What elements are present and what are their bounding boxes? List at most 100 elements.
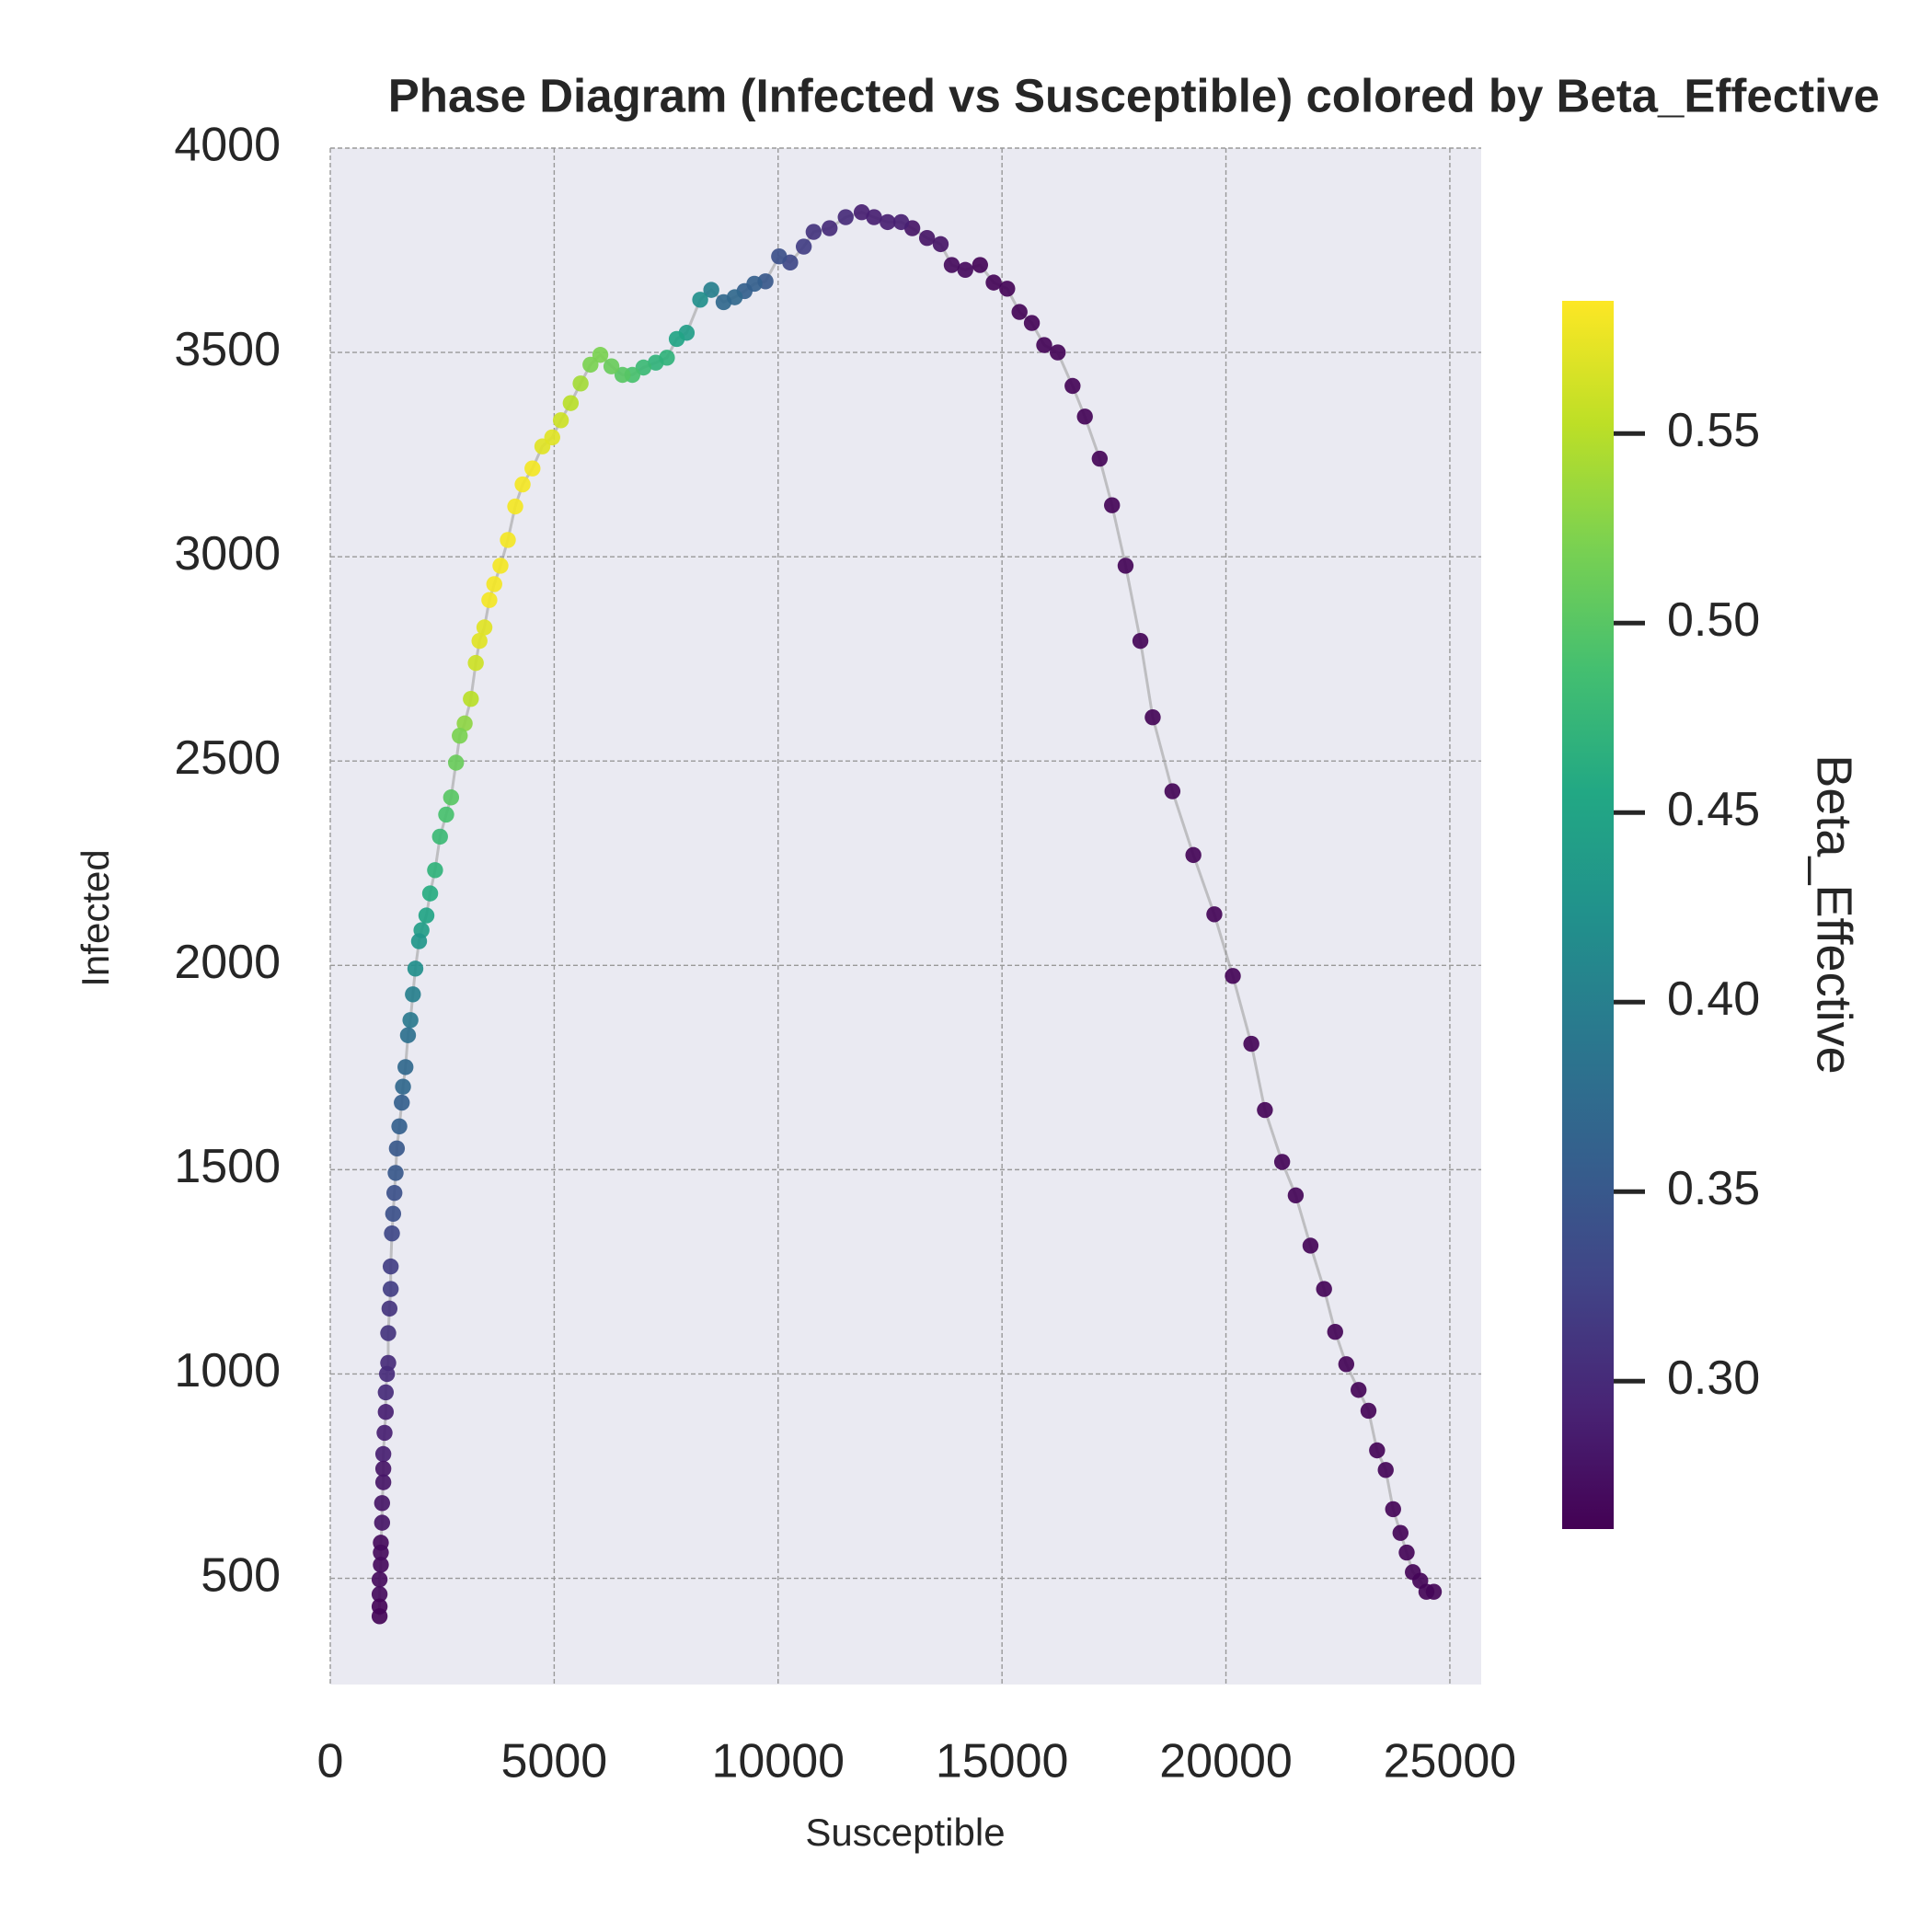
chart-title: Phase Diagram (Infected vs Susceptible) …	[388, 69, 1880, 121]
point	[402, 1012, 419, 1029]
point	[418, 907, 435, 924]
point	[1011, 304, 1028, 320]
colorbar-label: Beta_Effective	[1807, 754, 1862, 1074]
y-tick-label: 2000	[174, 936, 281, 989]
point	[463, 691, 479, 707]
point	[692, 292, 708, 308]
point	[399, 1027, 417, 1043]
point	[932, 236, 949, 253]
point	[957, 261, 973, 279]
point	[371, 1571, 388, 1588]
y-tick-label: 1000	[174, 1344, 281, 1397]
point	[1144, 708, 1161, 726]
point	[371, 1608, 388, 1625]
point	[395, 1078, 411, 1095]
point	[985, 274, 1002, 291]
x-tick-label: 15000	[936, 1735, 1069, 1788]
point	[524, 460, 541, 477]
point	[374, 1514, 391, 1531]
point	[1405, 1564, 1421, 1581]
point	[391, 1118, 408, 1134]
point	[1302, 1237, 1319, 1254]
point	[405, 986, 421, 1003]
point	[374, 1495, 391, 1512]
point	[374, 1474, 392, 1490]
point	[1243, 1035, 1259, 1052]
colorbar	[1562, 301, 1614, 1529]
point	[562, 395, 580, 411]
point	[373, 1557, 389, 1573]
point	[1104, 497, 1121, 513]
point	[703, 282, 719, 298]
point	[486, 576, 502, 592]
colorbar-tick-label: 0.50	[1667, 593, 1760, 647]
point	[614, 366, 631, 384]
point	[381, 1300, 398, 1317]
point	[1064, 377, 1081, 395]
y-tick-label: 1500	[174, 1140, 281, 1193]
point	[582, 356, 599, 374]
point	[892, 213, 910, 231]
point	[1398, 1544, 1415, 1561]
point	[1164, 783, 1181, 799]
point	[648, 354, 664, 371]
point	[1351, 1382, 1367, 1398]
x-axis-label: Susceptible	[805, 1811, 1005, 1854]
point	[388, 1140, 406, 1156]
colorbar-tick-label: 0.35	[1667, 1162, 1760, 1215]
point	[822, 220, 838, 236]
x-tick-label: 0	[317, 1735, 344, 1788]
point	[373, 1544, 389, 1561]
point	[382, 1281, 399, 1297]
point	[376, 1424, 393, 1442]
point	[374, 1460, 392, 1478]
point	[471, 632, 488, 650]
point	[1392, 1524, 1409, 1541]
point	[394, 1094, 410, 1111]
point	[1023, 315, 1041, 331]
point	[572, 375, 589, 392]
point	[805, 224, 822, 240]
point	[866, 209, 882, 225]
y-tick-label: 3000	[174, 527, 281, 581]
point	[771, 247, 788, 265]
point	[837, 209, 854, 225]
colorbar-tick-label: 0.30	[1667, 1351, 1760, 1405]
point	[1316, 1281, 1332, 1297]
point	[668, 330, 685, 348]
point	[387, 1165, 404, 1181]
point	[1050, 344, 1066, 361]
point	[514, 476, 531, 493]
point	[1369, 1442, 1386, 1459]
point	[438, 806, 454, 823]
point	[1206, 906, 1223, 923]
point	[1327, 1323, 1343, 1340]
point	[592, 347, 609, 363]
point	[1076, 408, 1093, 425]
point	[397, 1059, 414, 1075]
point	[1257, 1101, 1273, 1119]
y-tick-label: 4000	[174, 119, 281, 172]
point	[534, 438, 551, 454]
point	[999, 281, 1016, 297]
point	[407, 960, 424, 977]
point	[410, 933, 428, 949]
point	[467, 654, 484, 672]
point	[447, 754, 465, 771]
point	[1287, 1187, 1305, 1204]
point	[371, 1586, 388, 1603]
point	[385, 1205, 402, 1223]
point	[476, 619, 493, 636]
x-tick-label: 5000	[501, 1735, 608, 1788]
point	[427, 862, 443, 879]
point	[443, 789, 460, 806]
point	[918, 230, 936, 247]
point	[378, 1365, 396, 1383]
point	[1117, 558, 1134, 574]
point	[972, 257, 989, 273]
point	[456, 715, 473, 732]
y-tick-label: 3500	[174, 323, 281, 376]
y-tick-label: 500	[201, 1548, 281, 1602]
